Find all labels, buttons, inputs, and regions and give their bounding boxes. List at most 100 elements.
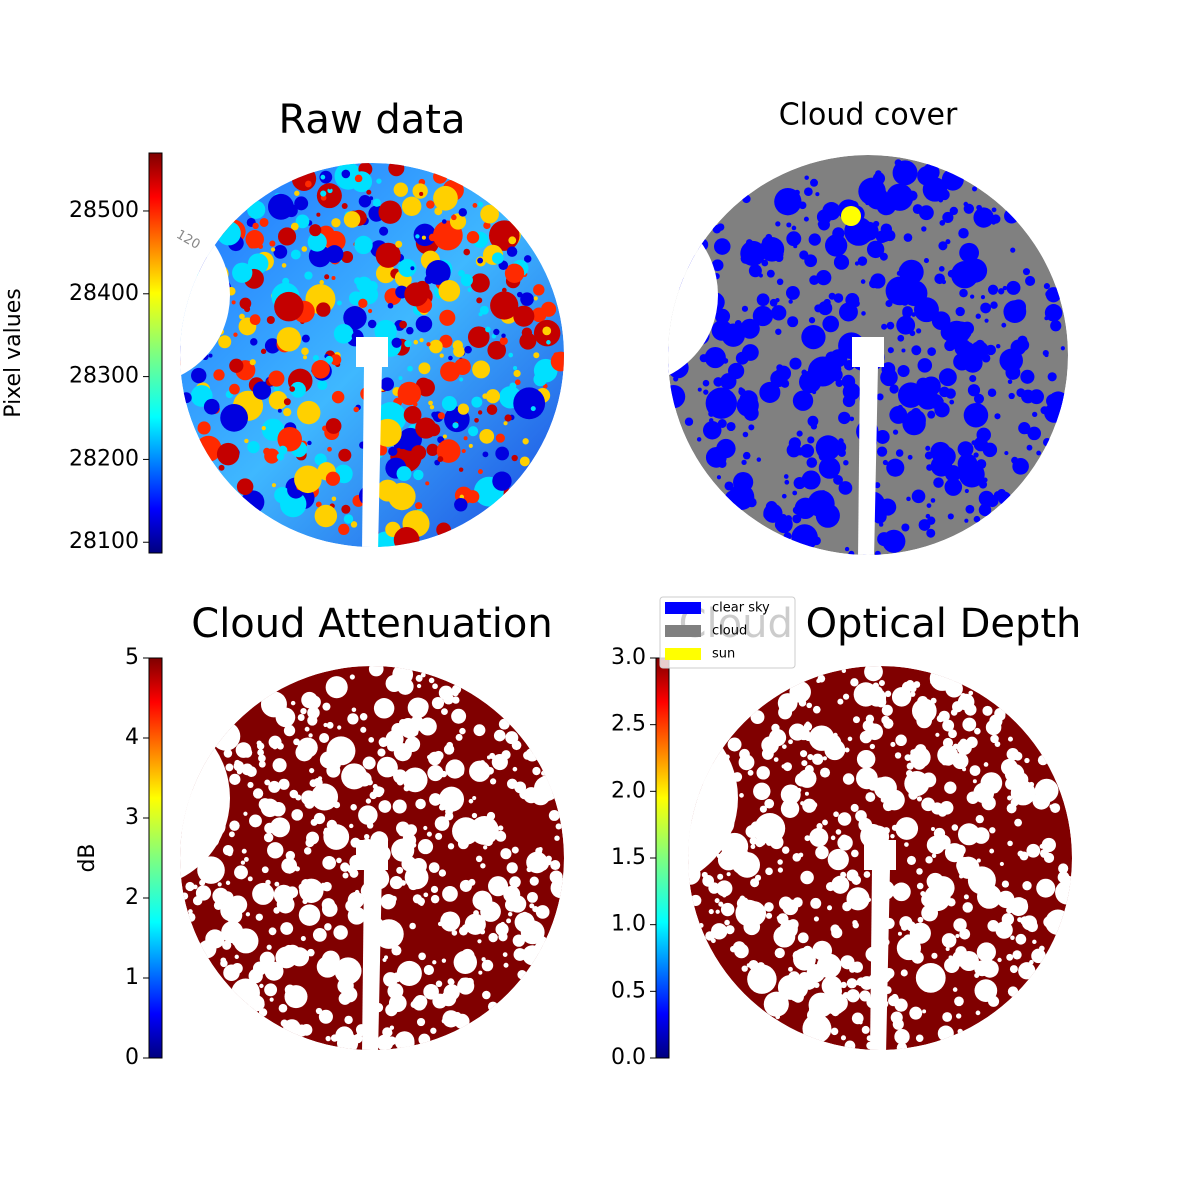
sky-blob: [805, 805, 810, 810]
sky-blob: [287, 868, 293, 874]
sky-blob: [761, 736, 779, 754]
sky-blob: [243, 857, 249, 862]
sky-blob: [268, 927, 277, 936]
sky-blob: [229, 383, 240, 395]
sky-blob: [951, 261, 979, 289]
sky-blob: [901, 298, 909, 306]
sky-blob: [841, 374, 856, 389]
sky-blob: [222, 940, 232, 950]
sky-blob: [789, 988, 802, 1002]
sky-blob: [761, 236, 775, 250]
sky-blob: [874, 482, 881, 489]
sky-blob: [533, 284, 545, 296]
sky-blob: [796, 982, 804, 990]
sky-blob: [911, 312, 916, 317]
sky-blob: [463, 248, 471, 256]
sky-blob: [777, 867, 784, 873]
sky-blob: [305, 838, 315, 848]
sky-blob: [509, 876, 521, 888]
sky-blob: [349, 868, 359, 878]
sky-blob: [234, 865, 248, 880]
sky-blob: [801, 470, 821, 490]
sky-blob: [745, 239, 753, 246]
sky-blob: [830, 1027, 839, 1036]
sky-blob: [236, 478, 254, 495]
sky-blob: [513, 366, 518, 371]
sky-blob: [410, 715, 424, 729]
sky-blob: [953, 918, 967, 932]
sky-blob: [927, 187, 933, 193]
sky-blob: [808, 233, 821, 246]
sky-blob: [778, 699, 793, 714]
sky-blob: [995, 921, 1013, 939]
sky-blob: [368, 666, 384, 677]
sky-blob: [325, 355, 334, 364]
sky-blob: [258, 1008, 268, 1017]
tick-label: 28400: [69, 281, 139, 306]
sky-blob: [301, 878, 311, 889]
sky-blob: [991, 219, 997, 225]
sky-blob: [765, 839, 773, 846]
sky-blob: [304, 180, 312, 188]
sky-blob: [229, 820, 240, 831]
sky-blob: [873, 220, 880, 228]
sky-blob: [842, 773, 855, 785]
sky-blob: [811, 802, 818, 808]
sky-blob: [338, 448, 352, 462]
sky-blob: [968, 690, 974, 696]
sky-blob: [837, 698, 844, 705]
sky-blob: [224, 928, 232, 936]
sky-blob: [816, 269, 832, 286]
sky-blob: [901, 348, 906, 353]
sky-blob: [311, 783, 339, 811]
sky-blob: [994, 413, 1001, 420]
sky-blob: [301, 347, 309, 356]
sky-blob: [982, 442, 998, 458]
sky-blob: [398, 376, 403, 381]
sky-blob: [959, 242, 979, 263]
sky-blob: [856, 977, 866, 987]
sky-blob: [894, 998, 908, 1012]
sky-blob: [519, 456, 530, 467]
sky-blob: [1028, 781, 1035, 788]
sky-blob: [895, 449, 904, 457]
sky-blob: [890, 741, 896, 747]
sky-blob: [426, 831, 432, 837]
sky-blob: [433, 169, 448, 184]
sky-blob: [1029, 959, 1034, 965]
sky-blob: [954, 996, 964, 1007]
sky-blob: [764, 798, 775, 809]
sky-blob: [984, 318, 989, 323]
mask: [356, 840, 388, 870]
sky-blob: [303, 847, 312, 855]
sky-blob: [273, 245, 288, 259]
sky-blob: [492, 252, 504, 265]
sky-blob: [914, 778, 928, 792]
sky-blob: [989, 714, 1003, 728]
sky-blob: [810, 423, 818, 430]
sky-blob: [545, 855, 552, 862]
sky-blob: [468, 798, 474, 804]
sky-blob: [324, 753, 332, 762]
sky-blob: [1050, 320, 1062, 332]
sky-blob: [496, 882, 509, 894]
sky-blob: [429, 405, 435, 410]
sky-blob: [933, 477, 944, 488]
sky-blob: [964, 518, 969, 523]
sky-blob: [304, 726, 310, 732]
sky-blob: [550, 351, 564, 372]
sky-blob: [243, 811, 248, 816]
sky-blob: [511, 454, 518, 462]
sky-blob: [904, 754, 912, 762]
sky-blob: [276, 452, 285, 461]
sky-blob: [1018, 962, 1036, 980]
sky-blob: [783, 762, 792, 772]
sky-blob: [233, 760, 244, 772]
sky-blob: [264, 822, 276, 834]
sky-blob: [458, 208, 468, 217]
sky-blob: [900, 969, 908, 977]
sky-blob: [447, 843, 455, 850]
sky-blob: [399, 320, 407, 329]
sky-blob: [812, 705, 821, 714]
sky-blob: [350, 804, 357, 811]
